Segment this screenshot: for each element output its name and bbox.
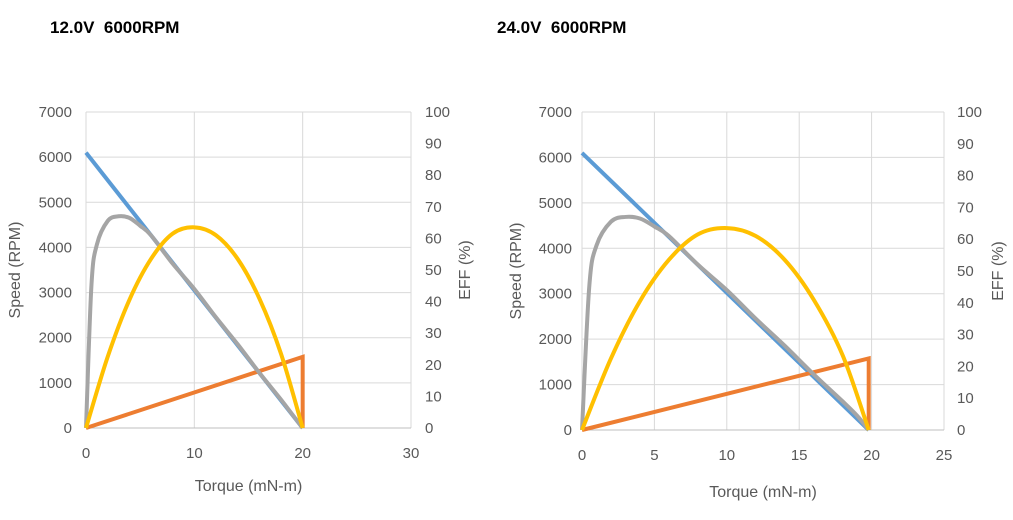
y-tick-label: 0 — [564, 422, 572, 439]
y2-tick-label: 30 — [957, 327, 974, 344]
y2-tick-label: 20 — [425, 357, 442, 374]
y-tick-label: 6000 — [539, 149, 572, 166]
y2-tick-label: 100 — [957, 104, 982, 121]
y2-tick-label: 80 — [425, 167, 442, 184]
y-tick-label: 5000 — [39, 194, 72, 211]
x-axis-title: Torque (mN-m) — [195, 478, 303, 495]
y-tick-label: 2000 — [39, 330, 72, 347]
y-tick-label: 3000 — [539, 286, 572, 303]
y-tick-label: 4000 — [539, 240, 572, 257]
x-tick-label: 5 — [650, 447, 658, 464]
y2-tick-label: 70 — [425, 199, 442, 216]
y-tick-label: 7000 — [39, 104, 72, 121]
y2-tick-label: 10 — [425, 388, 442, 405]
y-tick-label: 2000 — [539, 331, 572, 348]
y2-tick-label: 50 — [957, 263, 974, 280]
series-line-3 — [84, 225, 305, 429]
y-tick-label: 3000 — [39, 285, 72, 302]
y2-tick-label: 50 — [425, 262, 442, 279]
y2-tick-label: 40 — [425, 294, 442, 311]
y2-axis-title: EFF (%) — [990, 241, 1007, 301]
series-line-2 — [580, 214, 871, 432]
x-tick-label: 0 — [82, 445, 90, 462]
x-tick-label: 15 — [791, 447, 808, 464]
y-tick-label: 0 — [64, 420, 72, 437]
x-tick-label: 20 — [294, 445, 311, 462]
series-line-2 — [84, 214, 305, 430]
y-axis-title: Speed (RPM) — [508, 223, 525, 320]
series-line-3 — [580, 226, 871, 431]
y-tick-label: 5000 — [539, 195, 572, 212]
y-tick-label: 7000 — [539, 104, 572, 121]
y2-tick-label: 100 — [425, 104, 450, 121]
y2-tick-label: 30 — [425, 325, 442, 342]
y2-tick-label: 0 — [957, 422, 965, 439]
x-tick-label: 20 — [863, 447, 880, 464]
y2-tick-label: 90 — [957, 136, 974, 153]
y2-tick-label: 40 — [957, 295, 974, 312]
y2-tick-label: 70 — [957, 199, 974, 216]
y2-tick-label: 10 — [957, 390, 974, 407]
chart-title-right: 24.0V 6000RPM — [497, 18, 627, 37]
x-tick-label: 25 — [936, 447, 953, 464]
chart-title-left: 12.0V 6000RPM — [50, 18, 180, 37]
y-tick-label: 4000 — [39, 239, 72, 256]
y-tick-label: 6000 — [39, 149, 72, 166]
series-line-1 — [581, 355, 871, 432]
y-tick-label: 1000 — [39, 375, 72, 392]
series-line-1 — [85, 354, 305, 430]
x-axis-title: Torque (mN-m) — [709, 484, 817, 501]
y2-tick-label: 60 — [425, 230, 442, 247]
y-tick-label: 1000 — [539, 377, 572, 394]
y2-tick-label: 80 — [957, 168, 974, 185]
x-tick-label: 0 — [578, 447, 586, 464]
y-axis-title: Speed (RPM) — [7, 222, 24, 319]
y2-tick-label: 90 — [425, 136, 442, 153]
x-tick-label: 10 — [186, 445, 203, 462]
y2-axis-title: EFF (%) — [457, 240, 474, 300]
y2-tick-label: 20 — [957, 358, 974, 375]
x-tick-label: 10 — [718, 447, 735, 464]
y2-tick-label: 0 — [425, 420, 433, 437]
x-tick-label: 30 — [403, 445, 420, 462]
y2-tick-label: 60 — [957, 231, 974, 248]
